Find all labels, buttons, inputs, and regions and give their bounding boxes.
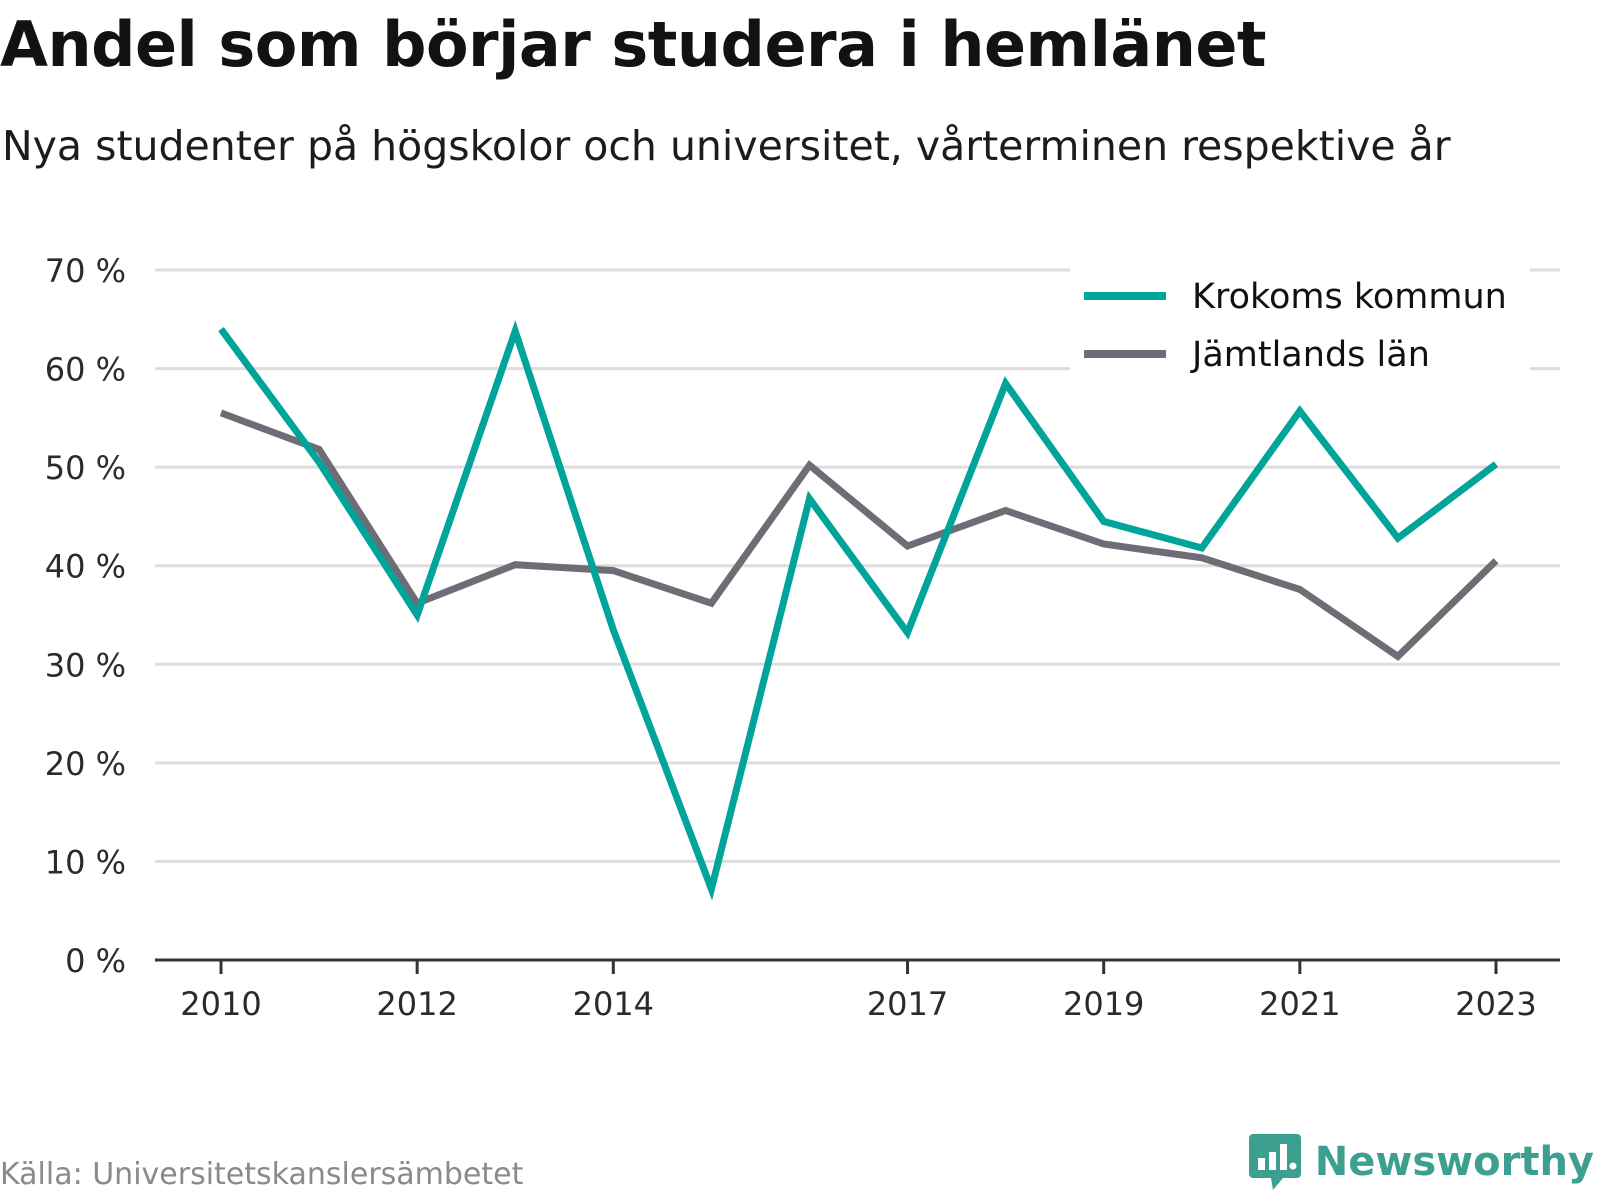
- legend-label: Krokoms kommun: [1192, 277, 1507, 317]
- y-tick-label: 30 %: [45, 646, 126, 684]
- chart-title: Andel som börjar studera i hemlänet: [0, 8, 1267, 81]
- y-tick-label: 10 %: [45, 843, 126, 881]
- x-axis: 2010 2012 2014 2017 2019 2021 2023: [155, 958, 1560, 1023]
- y-tick-label: 0 %: [65, 942, 126, 980]
- legend-background: [1070, 268, 1530, 380]
- series-lines: [218, 320, 1499, 901]
- y-tick-label: 60 %: [45, 351, 126, 389]
- y-axis-ticks: 0 % 10 % 20 % 30 % 40 % 50 % 60 % 70 %: [45, 252, 126, 980]
- y-tick-label: 20 %: [45, 745, 126, 783]
- legend: Krokoms kommun Jämtlands län: [1070, 268, 1530, 380]
- x-tick-label: 2010: [180, 985, 261, 1023]
- brand-name: Newsworthy: [1314, 1139, 1594, 1185]
- y-tick-label: 50 %: [45, 449, 126, 487]
- y-tick-label: 70 %: [45, 252, 126, 290]
- chart-subtitle: Nya studenter på högskolor och universit…: [2, 122, 1451, 170]
- x-tick-label: 2019: [1063, 985, 1144, 1023]
- source-note: Källa: Universitetskanslersämbetet: [0, 1157, 524, 1192]
- x-tick-label: 2021: [1259, 985, 1340, 1023]
- series-line-krokom: [218, 320, 1499, 901]
- y-tick-label: 40 %: [45, 548, 126, 586]
- brand-logo: Newsworthy: [1248, 1132, 1594, 1192]
- newsworthy-logo-icon: [1248, 1134, 1301, 1190]
- series-line-jamtland: [219, 409, 1499, 661]
- legend-label: Jämtlands län: [1190, 335, 1430, 375]
- x-tick-label: 2014: [573, 985, 654, 1023]
- x-tick-label: 2012: [376, 985, 457, 1023]
- x-tick-label: 2023: [1455, 985, 1536, 1023]
- x-tick-label: 2017: [867, 985, 948, 1023]
